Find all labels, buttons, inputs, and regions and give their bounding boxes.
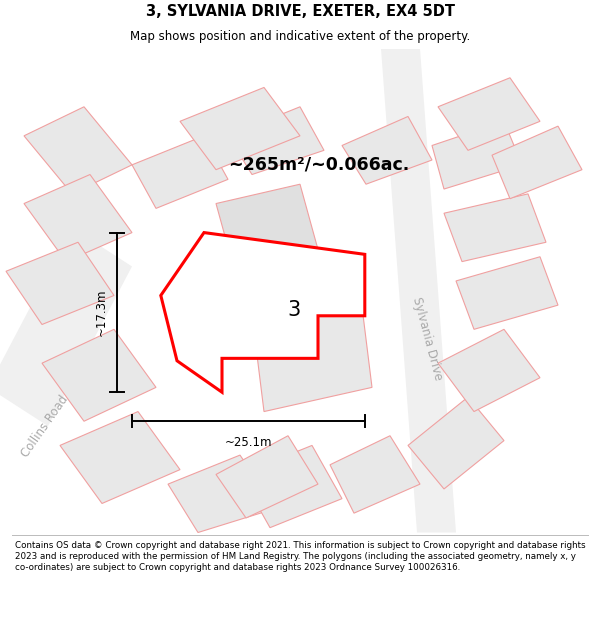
Polygon shape [24, 107, 132, 194]
Polygon shape [0, 228, 132, 426]
Polygon shape [492, 126, 582, 199]
Polygon shape [408, 397, 504, 489]
Polygon shape [252, 291, 372, 411]
Text: ~17.3m: ~17.3m [95, 289, 108, 336]
Polygon shape [342, 116, 432, 184]
Polygon shape [438, 78, 540, 151]
Polygon shape [330, 436, 420, 513]
Polygon shape [228, 107, 324, 174]
Polygon shape [240, 446, 342, 528]
Text: Map shows position and indicative extent of the property.: Map shows position and indicative extent… [130, 29, 470, 42]
Polygon shape [168, 455, 276, 532]
Polygon shape [456, 257, 558, 329]
Polygon shape [438, 329, 540, 411]
Polygon shape [381, 49, 456, 532]
Polygon shape [132, 136, 228, 208]
Text: 3, SYLVANIA DRIVE, EXETER, EX4 5DT: 3, SYLVANIA DRIVE, EXETER, EX4 5DT [146, 4, 455, 19]
Polygon shape [6, 242, 114, 324]
Text: Contains OS data © Crown copyright and database right 2021. This information is : Contains OS data © Crown copyright and d… [15, 541, 586, 572]
Polygon shape [216, 436, 318, 518]
Polygon shape [24, 174, 132, 262]
Polygon shape [42, 329, 156, 421]
Polygon shape [180, 88, 300, 169]
Text: Sylvania Drive: Sylvania Drive [410, 296, 445, 382]
Polygon shape [432, 121, 522, 189]
Polygon shape [60, 411, 180, 504]
Text: ~25.1m: ~25.1m [224, 436, 272, 449]
Text: 3: 3 [287, 300, 301, 320]
Text: ~265m²/~0.066ac.: ~265m²/~0.066ac. [228, 156, 409, 174]
Polygon shape [216, 184, 324, 291]
Polygon shape [161, 232, 365, 392]
Text: Collins Road: Collins Road [19, 392, 71, 459]
Polygon shape [444, 194, 546, 262]
